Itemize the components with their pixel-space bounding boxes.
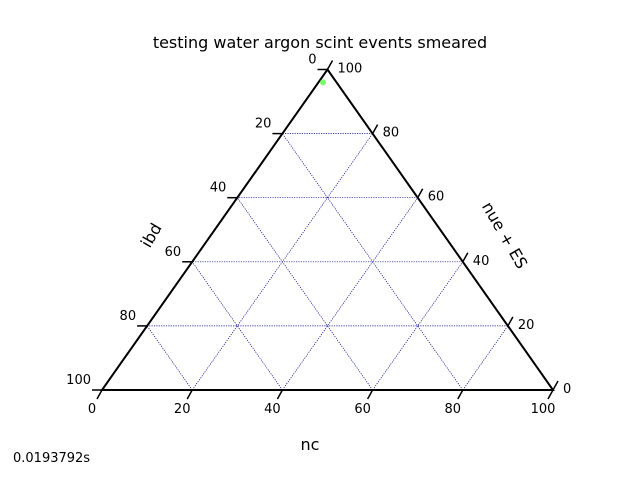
bottom-tick <box>276 389 284 400</box>
bottom-tick-label: 20 <box>174 402 191 417</box>
bottom-tick-label: 0 <box>88 402 96 417</box>
grid-line <box>146 325 193 391</box>
bottom-tick <box>366 389 374 400</box>
right-tick-label: 20 <box>518 318 535 333</box>
ternary-frame <box>100 67 555 391</box>
grid-line <box>237 197 373 391</box>
grid-line <box>462 325 509 391</box>
grid-line <box>282 197 418 391</box>
bottom-tick-label: 80 <box>445 402 462 417</box>
bottom-tick <box>547 389 554 400</box>
bottom-tick <box>96 389 103 400</box>
left-tick-label: 40 <box>210 181 227 196</box>
grid-lines <box>146 133 509 391</box>
bottom-tick-label: 100 <box>531 402 556 417</box>
left-tick-label: 80 <box>120 309 137 324</box>
right-tick-label: 80 <box>383 126 400 141</box>
right-tick <box>417 188 424 199</box>
bottom-tick <box>186 389 193 400</box>
timing-readout: 0.0193792s <box>13 451 91 466</box>
right-tick-label: 100 <box>338 62 363 77</box>
left-axis-label: ibd <box>137 220 166 251</box>
left-tick-label: 60 <box>165 245 182 260</box>
left-tick-label: 0 <box>308 53 316 68</box>
data-points <box>319 79 326 86</box>
right-tick <box>462 252 469 263</box>
bottom-tick-label: 40 <box>264 402 281 417</box>
data-point <box>319 79 326 86</box>
bottom-tick-label: 60 <box>354 402 371 417</box>
tick-group: 0 20 40 60 80 100 0 20 40 60 80 100 0 20 40 60 80 100 <box>66 53 571 418</box>
right-tick <box>552 380 559 391</box>
grid-line <box>372 261 464 391</box>
right-tick-label: 60 <box>428 190 445 205</box>
left-tick-label: 20 <box>255 117 272 132</box>
right-tick-label: 40 <box>473 254 490 269</box>
left-tick-label: 100 <box>66 373 91 388</box>
bottom-axis-label: nc <box>301 435 320 454</box>
right-tick-label: 0 <box>563 382 571 397</box>
right-tick <box>326 60 334 70</box>
bottom-tick <box>457 389 464 400</box>
grid-line <box>191 261 283 391</box>
right-tick <box>507 316 514 327</box>
right-tick <box>371 124 379 134</box>
chart-title: testing water argon scint events smeared <box>152 33 488 52</box>
